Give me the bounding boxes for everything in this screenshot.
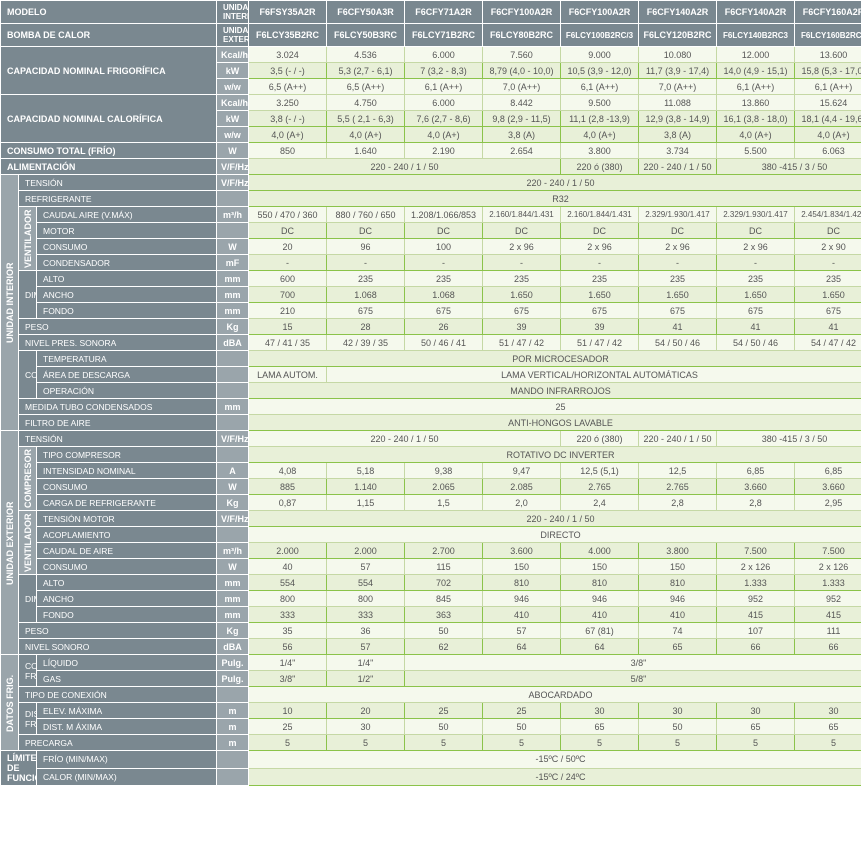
bomba-label: BOMBA DE CALOR xyxy=(1,24,217,47)
vert-vent: VENTILADOR xyxy=(19,207,37,271)
vert-ui: UNIDAD INTERIOR xyxy=(1,175,19,431)
vert-df: DATOS FRIG. xyxy=(1,655,19,751)
cap-frig: CAPACIDAD NOMINAL FRIGORÍFICA xyxy=(1,47,217,95)
ui-label: UNIDAD INTERIOR xyxy=(217,1,249,24)
consumo-frio: CONSUMO TOTAL (FRÍO) xyxy=(1,143,217,159)
vert-ue: UNIDAD EXTERIOR xyxy=(1,431,19,655)
aliment: ALIMENTACIÓN xyxy=(1,159,217,175)
cap-cal: CAPACIDAD NOMINAL CALORÍFICA xyxy=(1,95,217,143)
modelo-label: MODELO xyxy=(1,1,217,24)
vert-comp: COMPRESOR xyxy=(19,447,37,511)
spec-table: MODELOUNIDAD INTERIOR F6FSY35A2RF6CFY50A… xyxy=(0,0,861,786)
